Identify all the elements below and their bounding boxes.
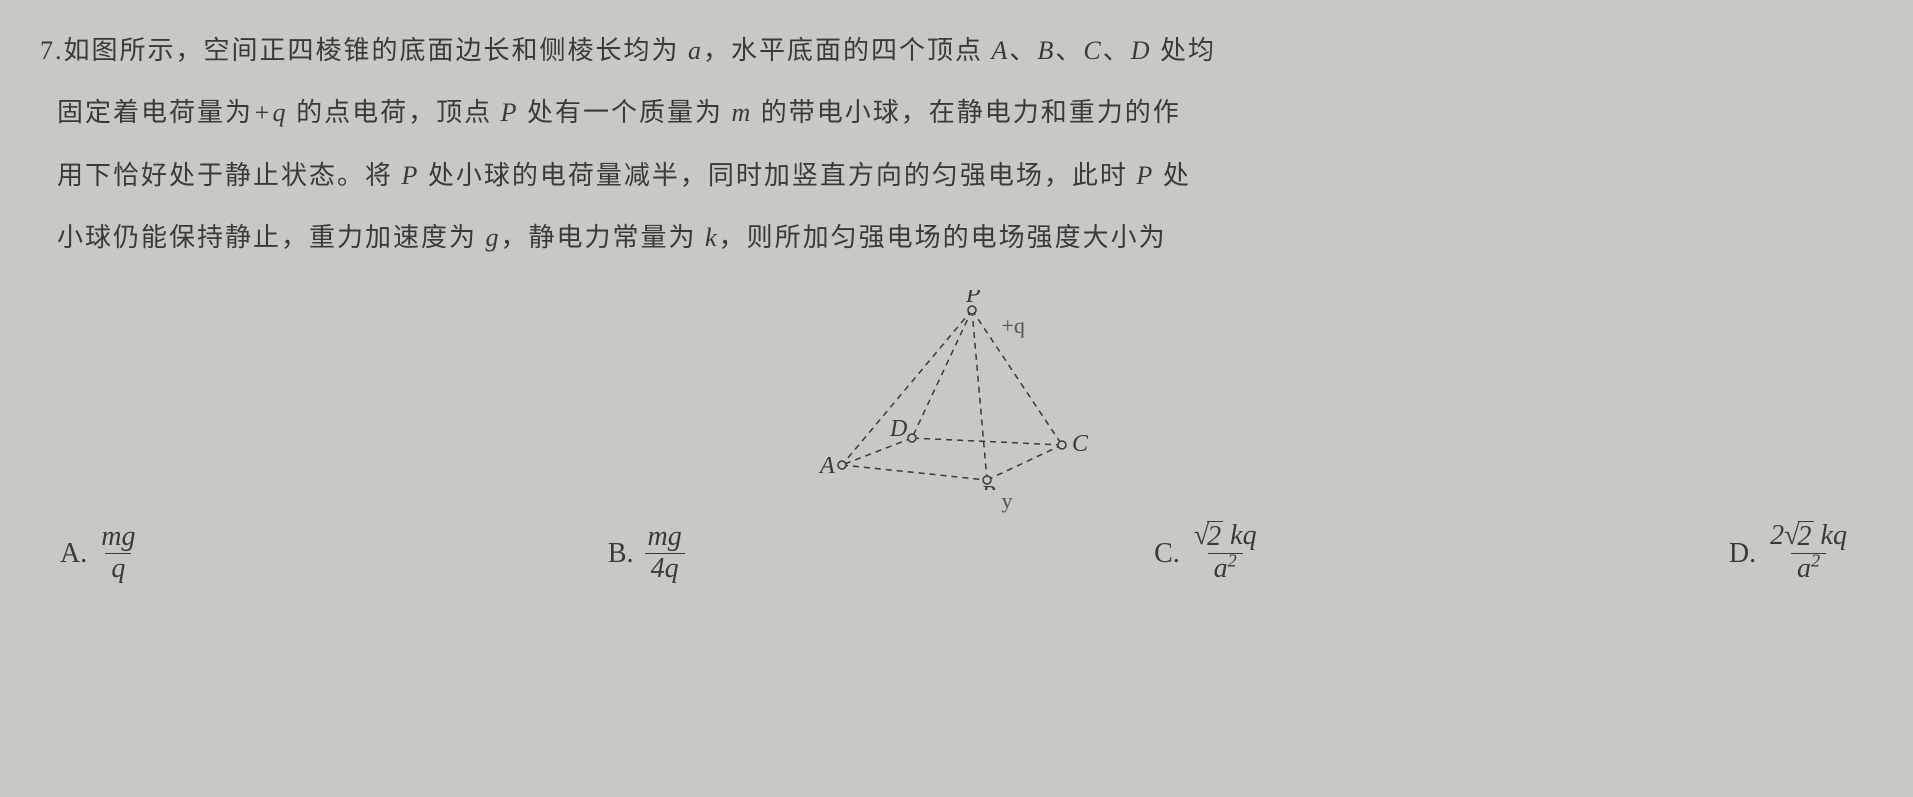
option-c-den: a2	[1208, 553, 1243, 585]
option-d-label: D.	[1729, 520, 1756, 587]
option-c-after-sqrt: kq	[1223, 520, 1256, 551]
text-seg: 的带电小球，在静电力和重力的作	[752, 98, 1181, 127]
text-seg: 固定着电荷量为	[57, 98, 253, 127]
text-seg: 小球仍能保持静止，重力加速度为	[57, 223, 486, 252]
option-a: A. mg q	[60, 520, 141, 587]
option-c-label: C.	[1154, 520, 1180, 587]
text-seg: ，则所加匀强电场的电场强度大小为	[719, 223, 1167, 252]
text-seg: 处有一个质量为	[518, 98, 731, 127]
text-seg: 用下恰好处于静止状态。将	[57, 161, 402, 190]
var-g: g	[486, 223, 501, 252]
var-k: k	[705, 223, 719, 252]
text-seg: 处小球的电荷量减半，同时加竖直方向的匀强电场，此时	[419, 161, 1136, 190]
text-seg: ，静电力常量为	[501, 223, 706, 252]
handwritten-annotation-p: +q	[1002, 300, 1025, 353]
option-d: D. 2√2 kq a2	[1729, 520, 1853, 587]
plus-q: +q	[253, 98, 288, 127]
var-m: m	[731, 98, 752, 127]
sqrt-icon: √2	[1194, 521, 1223, 553]
option-b-num: mg	[642, 522, 688, 553]
option-b-fraction: mg 4q	[642, 522, 688, 585]
option-b-den: 4q	[645, 553, 685, 585]
var-P: P	[501, 98, 519, 127]
option-c-num: √2 kq	[1188, 521, 1263, 553]
sep: 、	[1103, 36, 1131, 65]
svg-text:A: A	[818, 453, 835, 479]
option-d-before-sqrt: 2	[1770, 520, 1784, 551]
svg-text:C: C	[1072, 431, 1089, 457]
text-seg: ，水平底面的四个顶点	[703, 36, 992, 65]
pyramid-diagram: PABCD +q y	[797, 290, 1117, 490]
option-a-den: q	[105, 553, 131, 585]
option-b-label: B.	[608, 520, 634, 587]
svg-text:D: D	[889, 416, 907, 442]
handwritten-annotation-b: y	[1002, 475, 1013, 528]
option-d-fraction: 2√2 kq a2	[1764, 521, 1853, 585]
pyramid-svg: P A B C D	[797, 290, 1117, 490]
options-row: A. mg q B. mg 4q C. √2 kq a2 D. 2√2 kq a…	[40, 520, 1873, 587]
option-a-label: A.	[60, 520, 87, 587]
svg-text:B: B	[981, 482, 996, 490]
var-B: B	[1037, 36, 1055, 65]
var-a: a	[688, 36, 703, 65]
problem-text: 7.如图所示，空间正四棱锥的底面边长和侧棱长均为 a，水平底面的四个顶点 A、B…	[40, 20, 1873, 270]
var-P3: P	[1136, 161, 1154, 190]
option-c: C. √2 kq a2	[1154, 520, 1263, 587]
text-seg: 的点电荷，顶点	[288, 98, 501, 127]
sep: 、	[1055, 36, 1083, 65]
text-seg: 如图所示，空间正四棱锥的底面边长和侧棱长均为	[64, 36, 689, 65]
sqrt-icon: √2	[1784, 521, 1813, 553]
svg-text:P: P	[965, 290, 981, 308]
option-a-fraction: mg q	[95, 522, 141, 585]
diagram-container: PABCD +q y	[40, 290, 1873, 490]
text-seg: 处	[1154, 161, 1191, 190]
sep: 、	[1009, 36, 1037, 65]
option-c-fraction: √2 kq a2	[1188, 521, 1263, 585]
option-d-after-sqrt: kq	[1814, 520, 1847, 551]
problem-number: 7.	[40, 36, 64, 65]
var-D: D	[1131, 36, 1152, 65]
var-P2: P	[402, 161, 420, 190]
option-a-num: mg	[95, 522, 141, 553]
var-A: A	[992, 36, 1010, 65]
option-d-den: a2	[1791, 553, 1826, 585]
option-d-num: 2√2 kq	[1764, 521, 1853, 553]
text-seg: 处均	[1151, 36, 1216, 65]
var-C: C	[1083, 36, 1102, 65]
option-b: B. mg 4q	[608, 520, 688, 587]
